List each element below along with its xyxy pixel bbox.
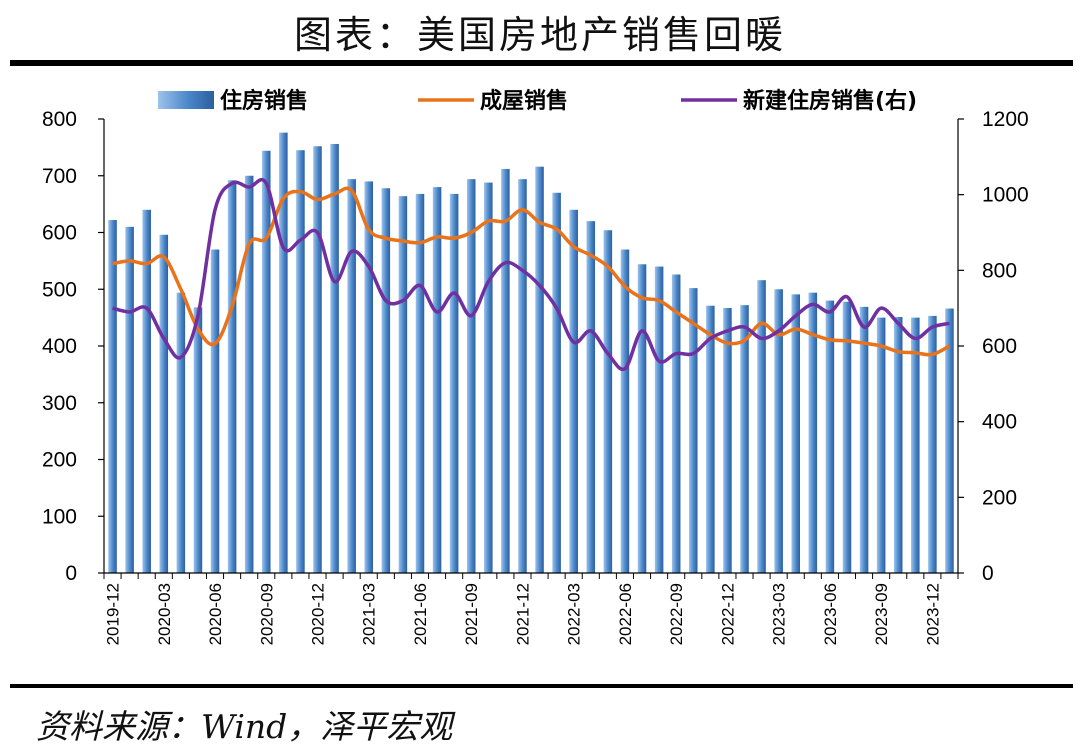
x-tick-label: 2022-06	[616, 583, 635, 645]
bar	[893, 317, 903, 573]
bar	[911, 317, 920, 574]
bar	[859, 306, 869, 573]
bar	[449, 193, 459, 573]
x-tick-label: 2021-03	[360, 583, 379, 645]
x-tick-label: 2023-12	[923, 583, 942, 645]
line-series	[112, 177, 951, 372]
bar	[466, 179, 476, 573]
x-tick-label: 2022-09	[667, 583, 686, 645]
bar	[535, 166, 544, 574]
bar	[193, 307, 203, 573]
bar	[945, 308, 954, 573]
left-tick-label: 600	[42, 222, 77, 245]
bar	[227, 180, 237, 574]
bar	[569, 209, 578, 574]
axes: 0 100 200 300 400 500 600 700 800 0 200 400 600 800 10…	[42, 108, 1029, 645]
left-tick-label: 300	[42, 392, 77, 415]
top-rule	[10, 60, 1073, 66]
bar	[825, 300, 835, 573]
bar	[313, 146, 322, 574]
bar	[637, 264, 647, 573]
legend-label: 成屋销售	[480, 88, 568, 114]
legend: 住房销售 成屋销售 新建住房销售(右)	[158, 88, 917, 114]
bar	[688, 288, 698, 573]
bar	[484, 182, 493, 573]
chart-title: 图表：美国房地产销售回暖	[293, 13, 786, 57]
bar	[518, 179, 527, 573]
bar	[757, 280, 766, 573]
source-note: 资料来源：Wind，泽平宏观	[36, 707, 453, 746]
bar	[552, 192, 561, 573]
bar	[928, 315, 937, 573]
x-tick-label: 2020-06	[206, 583, 225, 645]
left-tick-label: 700	[42, 165, 77, 188]
bar	[296, 150, 305, 573]
x-tick-label: 2023-09	[872, 583, 891, 645]
x-tick-label: 2019-12	[104, 583, 123, 645]
right-tick-label: 600	[982, 335, 1017, 358]
bar	[347, 179, 356, 573]
legend-label: 新建住房销售(右)	[743, 88, 917, 114]
left-tick-label: 400	[42, 335, 77, 358]
bar	[774, 289, 783, 573]
chart: 住房销售 成屋销售 新建住房销售(右) 0 100 200 300 400 500 600 700…	[42, 88, 1029, 645]
right-tick-label: 200	[982, 486, 1017, 509]
legend-label: 住房销售	[220, 88, 308, 114]
left-tick-label: 200	[42, 449, 77, 472]
bar	[398, 196, 408, 573]
bar	[142, 209, 151, 574]
bar	[125, 226, 134, 573]
bar	[586, 221, 596, 573]
x-tick-label: 2022-12	[718, 583, 737, 645]
x-tick-label: 2020-09	[257, 583, 276, 645]
bar	[364, 181, 374, 574]
bar	[876, 317, 886, 574]
left-tick-label: 0	[65, 562, 77, 585]
bar	[415, 193, 425, 573]
x-tick-label: 2023-03	[770, 583, 789, 645]
bar	[279, 132, 288, 573]
bar	[723, 307, 732, 573]
bar	[330, 143, 339, 573]
left-tick-label: 800	[42, 108, 77, 131]
bar	[671, 274, 681, 573]
bar-series	[108, 132, 954, 574]
x-tick-label: 2021-09	[462, 583, 481, 645]
x-tick-label: 2021-12	[513, 583, 532, 645]
bar	[381, 188, 391, 574]
right-tick-label: 1200	[982, 108, 1029, 131]
legend-swatch-bar	[158, 91, 214, 109]
bar	[501, 168, 510, 573]
bar	[261, 150, 271, 573]
bar	[603, 230, 613, 574]
bar	[740, 305, 749, 573]
x-tick-label: 2021-06	[411, 583, 430, 645]
right-tick-label: 800	[982, 259, 1017, 282]
bar	[176, 292, 186, 573]
bar	[791, 294, 801, 573]
x-tick-label: 2020-12	[309, 583, 328, 645]
bar	[620, 249, 630, 573]
line-existing-home-sales	[112, 186, 951, 357]
bar	[210, 249, 220, 573]
left-tick-label: 100	[42, 505, 77, 528]
x-tick-label: 2020-03	[155, 583, 174, 645]
bar	[244, 175, 254, 573]
right-tick-label: 0	[982, 562, 994, 585]
bar	[654, 266, 664, 573]
left-tick-label: 500	[42, 278, 77, 301]
right-tick-label: 1000	[982, 184, 1029, 207]
bar	[842, 301, 852, 573]
bar	[159, 234, 169, 573]
line-new-home-sales	[112, 177, 950, 372]
bar	[108, 220, 117, 573]
x-tick-label: 2023-06	[821, 583, 840, 645]
bar	[706, 305, 715, 573]
bar	[432, 187, 442, 573]
right-tick-label: 400	[982, 411, 1017, 434]
x-tick-label: 2022-03	[565, 583, 584, 645]
bar	[808, 292, 818, 573]
bottom-rule	[10, 684, 1073, 688]
